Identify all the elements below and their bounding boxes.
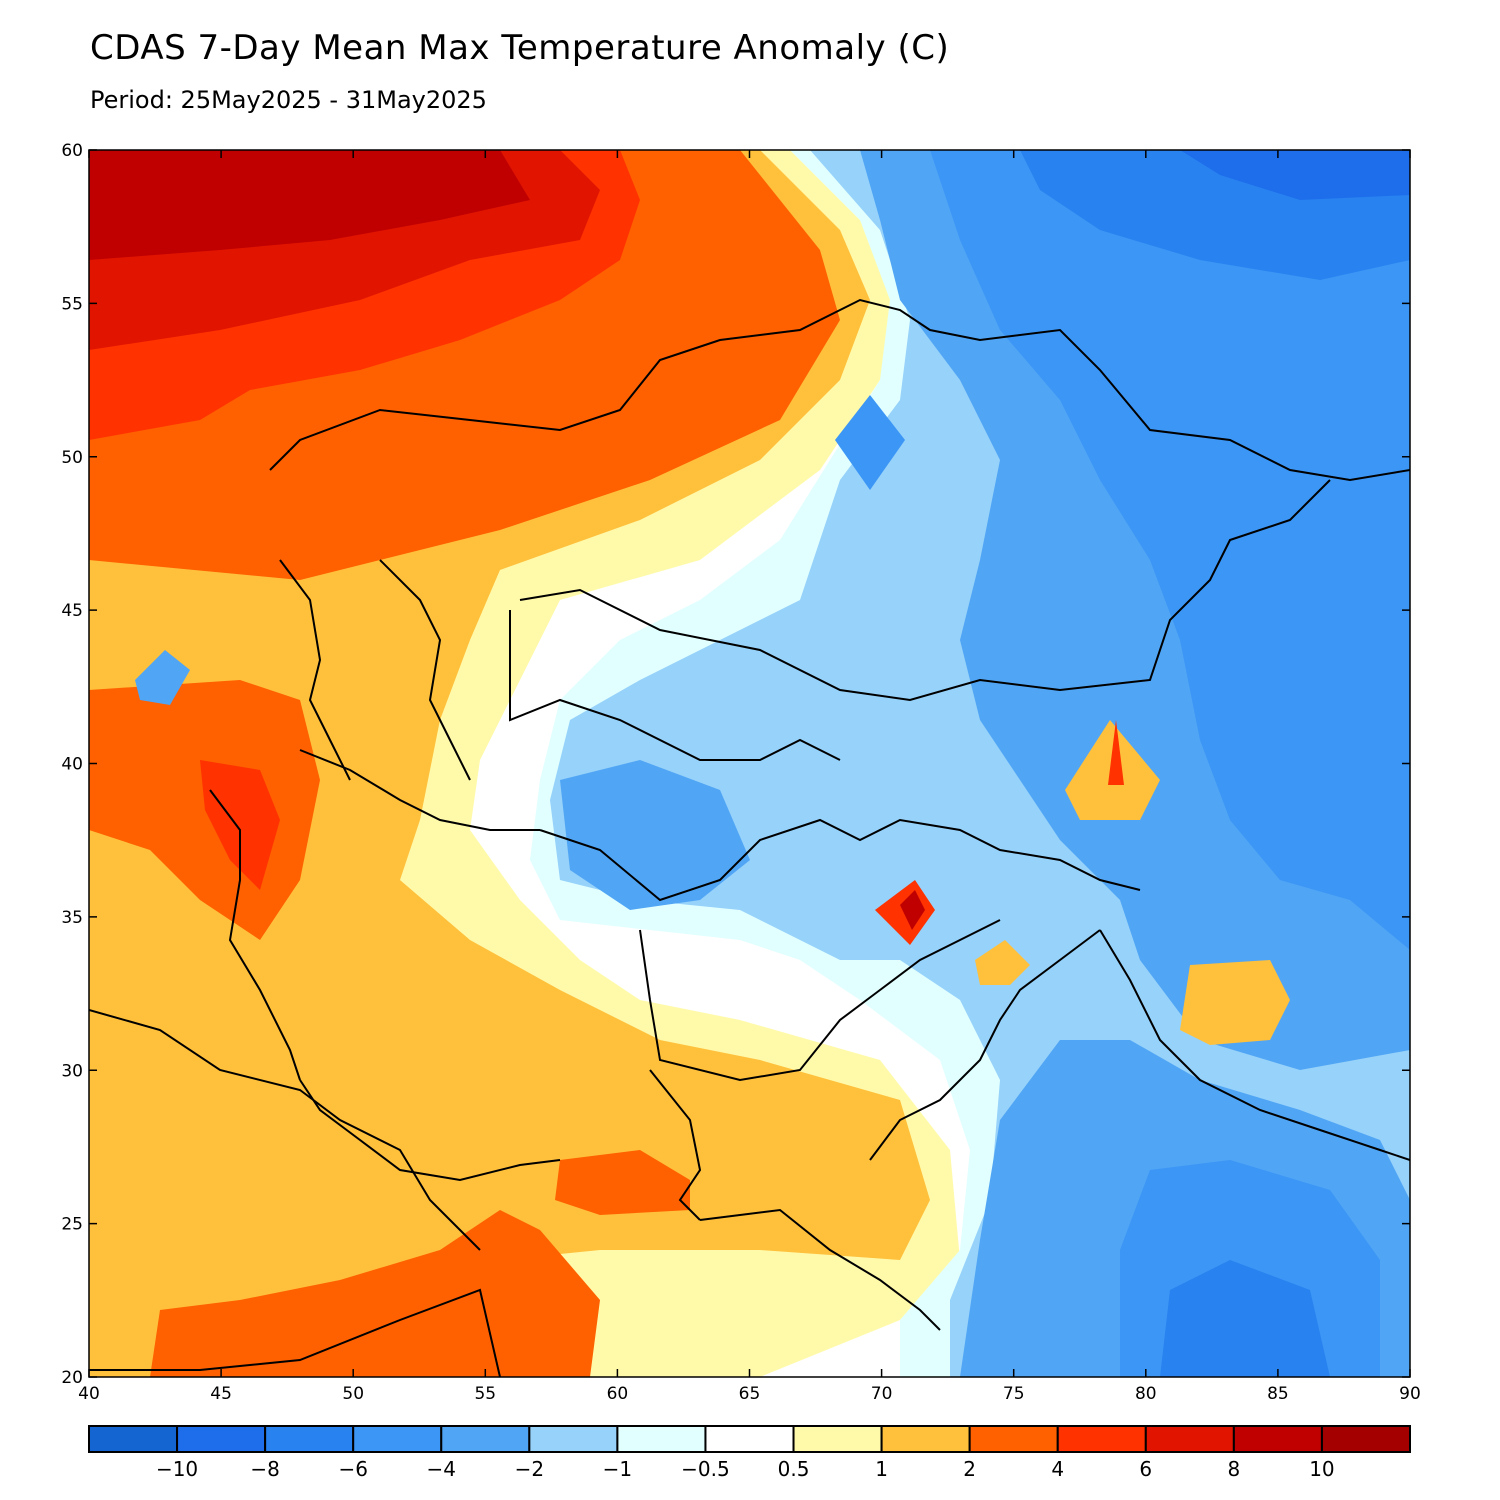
lat-tick-label: 25 — [61, 1215, 83, 1235]
colorbar-swatch — [88, 1425, 179, 1453]
colorbar-label: −10 — [156, 1457, 198, 1481]
border-arabia — [89, 1009, 481, 1251]
lat-tick-label: 20 — [61, 1368, 83, 1388]
lat-axis: 20 25 30 35 40 45 50 55 60 — [61, 141, 1410, 1388]
border-kz-south — [519, 479, 1331, 702]
warm-region-p2-arabia — [150, 1210, 600, 1377]
lon-tick-label: 60 — [607, 1384, 629, 1404]
colorbar-swatch — [176, 1425, 267, 1453]
lon-axis: 40 45 50 55 60 65 70 75 80 85 90 — [78, 150, 1421, 1404]
border-india-china — [1099, 929, 1410, 1161]
colorbar-swatch — [880, 1425, 971, 1453]
warm-spot-p1-kashmir — [975, 940, 1030, 985]
lon-tick-label: 65 — [739, 1384, 761, 1404]
colorbar-swatch — [352, 1425, 443, 1453]
lat-tick-label: 50 — [61, 448, 83, 468]
colorbar-swatch — [1056, 1425, 1147, 1453]
chart-title: CDAS 7-Day Mean Max Temperature Anomaly … — [90, 28, 950, 68]
anomaly-field — [89, 150, 1410, 1377]
cold-spot-n4-kz — [835, 395, 905, 490]
coast-persian-gulf — [299, 1079, 561, 1182]
colorbar-label: 10 — [1309, 1457, 1334, 1481]
lon-tick-label: 70 — [871, 1384, 893, 1404]
warm-spot-p8-pamir — [900, 890, 925, 930]
lon-tick-label: 40 — [78, 1384, 100, 1404]
border-russia-kz — [269, 298, 1410, 482]
border-iran-iraq — [209, 789, 301, 1081]
colorbar-label: 0.5 — [778, 1457, 810, 1481]
border-pak-india — [869, 929, 1101, 1161]
warm-spot-p4-tarim — [1108, 720, 1124, 785]
warm-spot-p1-tibet — [1180, 960, 1290, 1045]
warm-region-p4-caucasus — [200, 760, 280, 890]
lat-tick-label: 40 — [61, 755, 83, 775]
colorbar-swatch — [440, 1425, 531, 1453]
border-caspian-west — [279, 559, 351, 781]
lat-tick-label: 30 — [61, 1061, 83, 1081]
colorbar-label: −4 — [427, 1457, 456, 1481]
border-caspian-east — [379, 559, 471, 781]
lon-tick-label: 50 — [342, 1384, 364, 1404]
colorbar-swatch — [704, 1425, 795, 1453]
lat-tick-label: 35 — [61, 908, 83, 928]
cold-region-n4 — [930, 150, 1410, 950]
colorbar-label: −2 — [515, 1457, 544, 1481]
colorbar-swatch — [1144, 1425, 1235, 1453]
colorbar-label: 4 — [1051, 1457, 1064, 1481]
colorbar-label: 1 — [875, 1457, 888, 1481]
colorbar-swatch — [528, 1425, 619, 1453]
warm-region-p2-south — [555, 1150, 690, 1215]
lat-tick-label: 60 — [61, 141, 83, 161]
border-afghan-pak — [639, 919, 1001, 1082]
lon-tick-label: 90 — [1399, 1384, 1421, 1404]
colorbar-label: 2 — [963, 1457, 976, 1481]
lon-tick-label: 85 — [1267, 1384, 1289, 1404]
colorbar-label: −6 — [338, 1457, 367, 1481]
lon-tick-label: 80 — [1135, 1384, 1157, 1404]
border-central-asia — [539, 818, 1141, 902]
colorbar-swatch — [264, 1425, 355, 1453]
border-kz-uz — [509, 610, 841, 761]
border-iran-north — [299, 749, 540, 831]
colorbar: −10 −8 −6 −4 −2 −1 −0.5 0.5 1 2 4 6 8 10 — [88, 1425, 1412, 1481]
lon-tick-label: 45 — [210, 1384, 232, 1404]
colorbar-label: −0.5 — [681, 1457, 730, 1481]
lon-tick-label: 75 — [1003, 1384, 1025, 1404]
colorbar-label: −8 — [250, 1457, 279, 1481]
colorbar-swatch — [616, 1425, 707, 1453]
cold-spot-caucasus — [135, 650, 190, 705]
cold-region-n2-central — [560, 760, 750, 910]
colorbar-label: −1 — [603, 1457, 632, 1481]
coast-arabian-sea — [699, 1208, 941, 1331]
chart-subtitle: Period: 25May2025 - 31May2025 — [90, 86, 487, 114]
cold-region-n8 — [1180, 150, 1410, 200]
cold-region-n6-south — [1160, 1260, 1330, 1377]
colorbar-label: 6 — [1139, 1457, 1152, 1481]
colorbar-label: 8 — [1227, 1457, 1240, 1481]
lat-tick-label: 55 — [61, 294, 83, 314]
country-borders — [89, 298, 1410, 1377]
colorbar-swatch — [968, 1425, 1059, 1453]
colorbar-swatch — [1232, 1425, 1323, 1453]
colorbar-swatch — [1320, 1425, 1412, 1453]
lat-tick-label: 45 — [61, 601, 83, 621]
warm-region-p8 — [89, 150, 530, 260]
border-iran-pak — [649, 1069, 702, 1221]
colorbar-swatch — [792, 1425, 883, 1453]
border-arabia-south — [89, 1288, 501, 1377]
lon-tick-label: 55 — [474, 1384, 496, 1404]
